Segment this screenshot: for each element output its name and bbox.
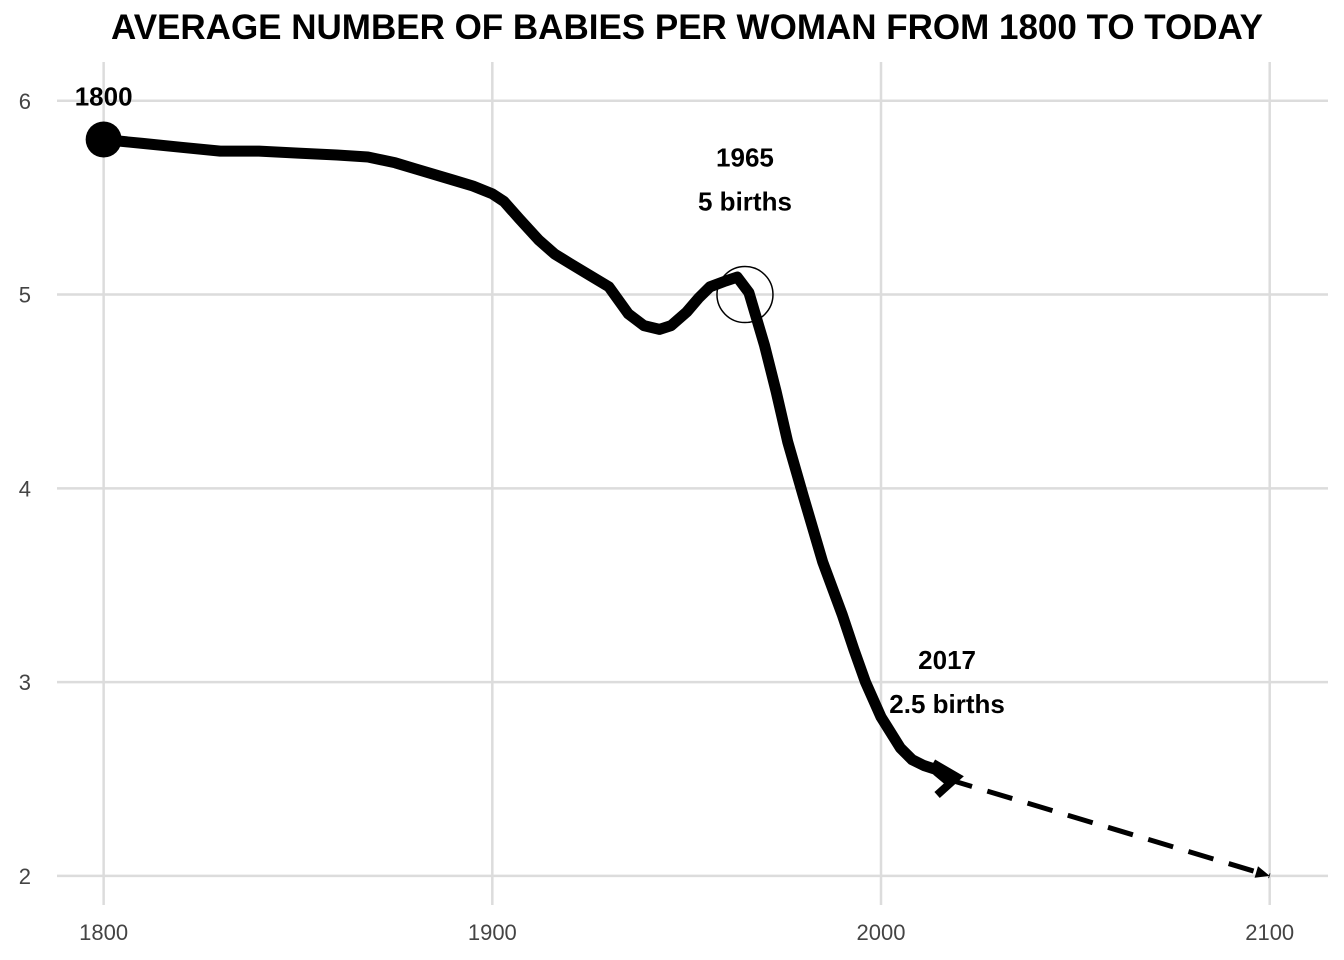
- y-tick-label: 2: [19, 864, 31, 889]
- x-tick-label: 1800: [79, 920, 128, 945]
- series-lines: [98, 134, 1271, 879]
- x-tick-label: 2100: [1245, 920, 1294, 945]
- y-tick-label: 6: [19, 89, 31, 114]
- x-tick-label: 1900: [468, 920, 517, 945]
- annotation-markers: [85, 121, 1270, 878]
- axis-tick-labels: 1800 1900 2000 2100 2 3 4 5 6: [19, 89, 1294, 945]
- fertility-line: [98, 134, 953, 785]
- annotation-label: 5 births: [698, 187, 792, 217]
- annotation-label: 2017: [918, 645, 976, 675]
- chart-title: AVERAGE NUMBER OF BABIES PER WOMAN FROM …: [111, 8, 1263, 47]
- projection-arrowhead: [1254, 866, 1270, 878]
- start-point-marker: [85, 121, 122, 158]
- annotation-label: 1965: [716, 143, 774, 173]
- y-tick-label: 4: [19, 476, 31, 501]
- highlight-circle-marker: [716, 265, 774, 324]
- annotation-label: 1800: [75, 82, 133, 112]
- annotation-label: 2.5 births: [889, 689, 1005, 719]
- line-end-arrowhead: [931, 759, 964, 798]
- y-tick-label: 3: [19, 670, 31, 695]
- grid-lines: [57, 62, 1328, 905]
- y-tick-label: 5: [19, 283, 31, 308]
- projection-line: [946, 776, 1271, 879]
- x-tick-label: 2000: [857, 920, 906, 945]
- annotation-labels: 1800 1965 5 births 2017 2.5 births: [75, 82, 1005, 720]
